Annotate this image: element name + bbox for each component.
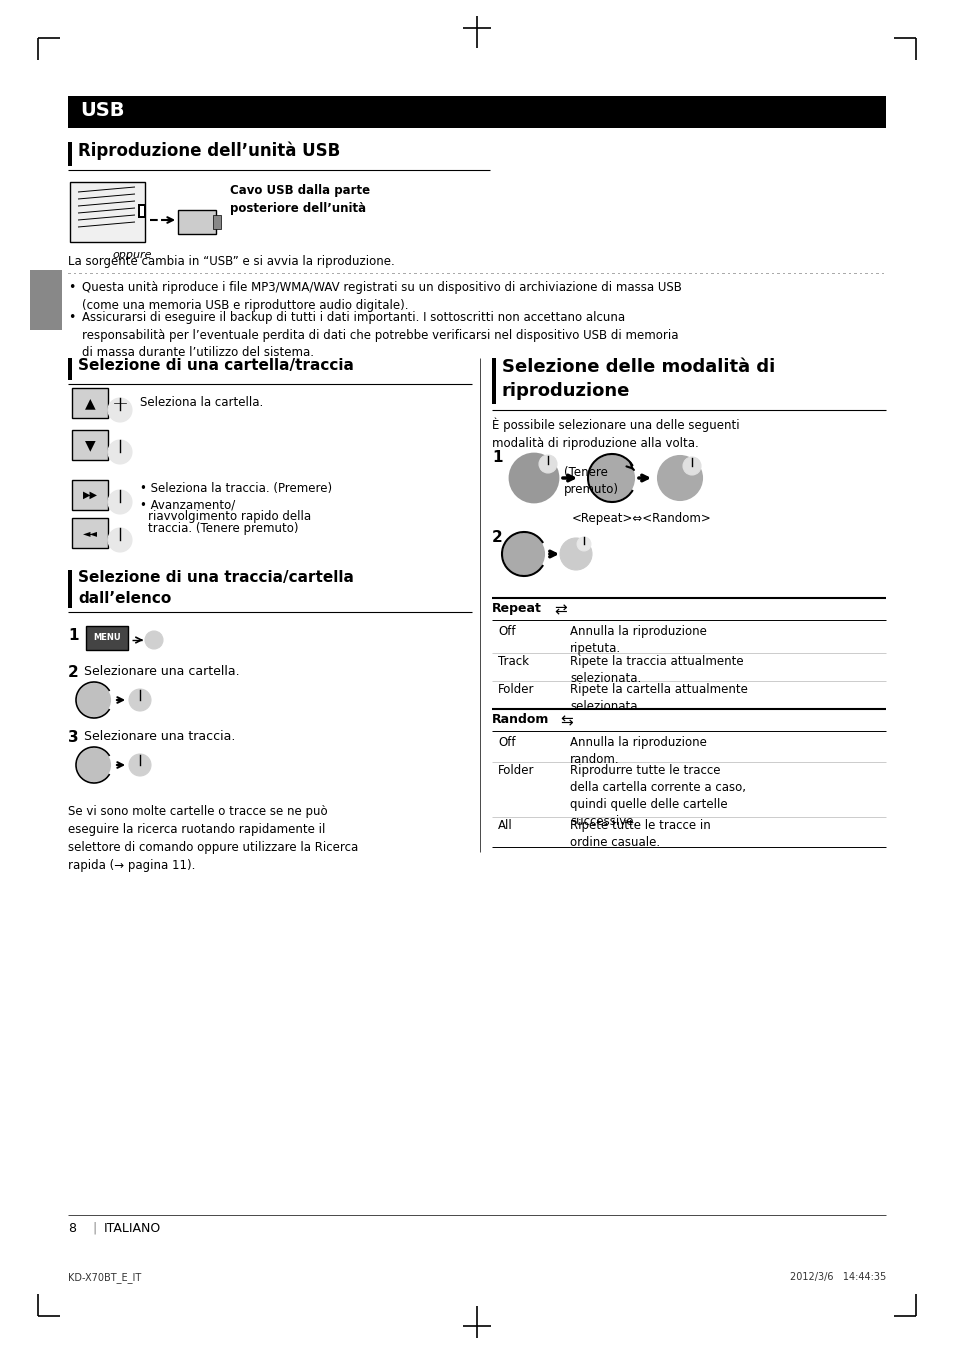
Text: È possibile selezionare una delle seguenti
modalità di riproduzione alla volta.: È possibile selezionare una delle seguen…: [492, 418, 739, 451]
Text: 2: 2: [492, 529, 502, 546]
Text: Selezionare una traccia.: Selezionare una traccia.: [84, 730, 235, 743]
Text: ▼: ▼: [85, 437, 95, 452]
Text: Selezione di una traccia/cartella
dall’elenco: Selezione di una traccia/cartella dall’e…: [78, 570, 354, 607]
Text: 1: 1: [68, 628, 78, 643]
Bar: [492, 357, 496, 403]
Bar: [213, 215, 221, 229]
Text: 8: 8: [68, 1223, 76, 1235]
Text: Se vi sono molte cartelle o tracce se ne può
eseguire la ricerca ruotando rapida: Se vi sono molte cartelle o tracce se ne…: [68, 806, 358, 872]
Text: Ripete tutte le tracce in
ordine casuale.: Ripete tutte le tracce in ordine casuale…: [569, 819, 710, 849]
Bar: [68, 142, 71, 167]
Text: Riproduzione dell’unità USB: Riproduzione dell’unità USB: [78, 142, 340, 161]
Circle shape: [78, 684, 110, 716]
Bar: [71, 389, 108, 418]
Text: Ripete la traccia attualmente
selezionata.: Ripete la traccia attualmente selezionat…: [569, 655, 742, 685]
Text: Questa unità riproduce i file MP3/WMA/WAV registrati su un dispositivo di archiv: Questa unità riproduce i file MP3/WMA/WA…: [82, 282, 681, 311]
Circle shape: [78, 749, 110, 781]
Text: Assicurarsi di eseguire il backup di tutti i dati importanti. I sottoscritti non: Assicurarsi di eseguire il backup di tut…: [82, 311, 678, 359]
Bar: [71, 481, 108, 510]
Text: Annulla la riproduzione
random.: Annulla la riproduzione random.: [569, 737, 706, 766]
Circle shape: [559, 538, 592, 570]
Circle shape: [108, 398, 132, 422]
Text: KD-X70BT_E_IT: KD-X70BT_E_IT: [68, 1271, 141, 1282]
Bar: [71, 519, 108, 548]
Circle shape: [108, 528, 132, 552]
Text: Riprodurre tutte le tracce
della cartella corrente a caso,
quindi quelle delle c: Riprodurre tutte le tracce della cartell…: [569, 764, 745, 829]
Circle shape: [577, 538, 590, 551]
Bar: [140, 206, 144, 217]
Circle shape: [129, 754, 151, 776]
Bar: [68, 96, 885, 129]
Bar: [86, 626, 128, 650]
Text: traccia. (Tenere premuto): traccia. (Tenere premuto): [148, 523, 298, 535]
Text: MENU: MENU: [93, 634, 121, 643]
Text: Selezione delle modalità di
riproduzione: Selezione delle modalità di riproduzione: [501, 357, 775, 399]
Text: Off: Off: [497, 737, 515, 749]
Text: •: •: [68, 311, 75, 324]
Circle shape: [129, 689, 151, 711]
Bar: [71, 431, 108, 460]
Text: ▶▶: ▶▶: [82, 490, 97, 500]
Text: • Seleziona la traccia. (Premere): • Seleziona la traccia. (Premere): [140, 482, 332, 496]
Bar: [68, 570, 71, 608]
Circle shape: [510, 454, 558, 502]
Text: (Tenere
premuto): (Tenere premuto): [563, 466, 618, 496]
Text: All: All: [497, 819, 512, 831]
Text: Folder: Folder: [497, 764, 534, 777]
Circle shape: [682, 458, 700, 475]
Text: Repeat: Repeat: [492, 603, 541, 615]
Text: ⇄: ⇄: [554, 603, 566, 617]
Circle shape: [589, 456, 634, 500]
Text: Annulla la riproduzione
ripetuta.: Annulla la riproduzione ripetuta.: [569, 626, 706, 655]
Bar: [178, 210, 215, 234]
Text: • Avanzamento/: • Avanzamento/: [140, 498, 235, 510]
Text: •: •: [68, 282, 75, 294]
Text: Track: Track: [497, 655, 529, 668]
Bar: [138, 204, 146, 218]
Circle shape: [145, 631, 163, 649]
Text: |: |: [91, 1223, 96, 1235]
Text: ▲: ▲: [85, 395, 95, 410]
Text: 2012/3/6   14:44:35: 2012/3/6 14:44:35: [789, 1271, 885, 1282]
Text: 2: 2: [68, 665, 79, 680]
Circle shape: [108, 440, 132, 464]
Text: Off: Off: [497, 626, 515, 638]
Circle shape: [108, 490, 132, 515]
Text: ⇆: ⇆: [559, 714, 572, 728]
Bar: [30, 269, 62, 330]
Text: ◄◄: ◄◄: [82, 528, 97, 538]
Text: riavvolgimento rapido della: riavvolgimento rapido della: [148, 510, 311, 523]
Text: Random: Random: [492, 714, 549, 726]
Text: oppure: oppure: [112, 250, 152, 260]
Text: La sorgente cambia in “USB” e si avvia la riproduzione.: La sorgente cambia in “USB” e si avvia l…: [68, 255, 395, 268]
Text: Cavo USB dalla parte
posteriore dell’unità: Cavo USB dalla parte posteriore dell’uni…: [230, 184, 370, 215]
Circle shape: [503, 533, 543, 574]
Text: Selezionare una cartella.: Selezionare una cartella.: [84, 665, 239, 678]
Text: 1: 1: [492, 450, 502, 464]
Text: Seleziona la cartella.: Seleziona la cartella.: [140, 395, 263, 409]
Bar: [68, 357, 71, 380]
Text: USB: USB: [80, 102, 125, 121]
Text: Folder: Folder: [497, 682, 534, 696]
Text: ITALIANO: ITALIANO: [104, 1223, 161, 1235]
Text: Selezione di una cartella/traccia: Selezione di una cartella/traccia: [78, 357, 354, 372]
Text: Ripete la cartella attualmente
selezionata.: Ripete la cartella attualmente seleziona…: [569, 682, 747, 714]
Text: 3: 3: [68, 730, 78, 745]
Circle shape: [658, 456, 701, 500]
Circle shape: [538, 455, 557, 473]
Text: <Repeat>⇔<Random>: <Repeat>⇔<Random>: [572, 512, 711, 525]
Bar: [70, 181, 145, 242]
